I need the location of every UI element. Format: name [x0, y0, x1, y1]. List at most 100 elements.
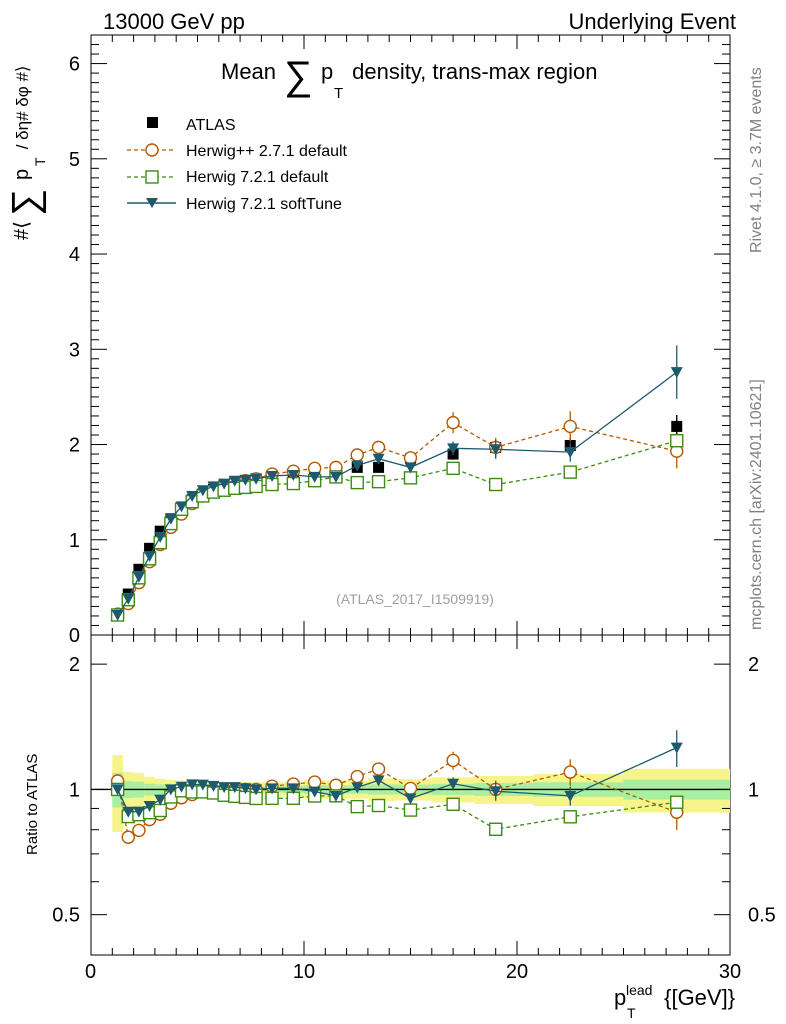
ratio-tick-label-right: 2 — [748, 654, 759, 676]
series-point — [351, 460, 364, 472]
series-point — [250, 473, 263, 485]
x-tick-label: 20 — [506, 961, 528, 983]
series-point — [266, 470, 279, 482]
series-point — [670, 367, 683, 379]
mcplots-label: mcplots.cern.ch [arXiv:2401.10621] — [748, 379, 765, 630]
series-point — [164, 513, 177, 525]
legend-marker-herwig7-softtune — [146, 198, 158, 208]
xlabel-unit: {[GeV]} — [658, 985, 735, 1010]
y-tick-label: 5 — [69, 149, 80, 171]
series-point — [218, 478, 231, 490]
series-point — [175, 501, 188, 513]
series-point — [371, 440, 386, 455]
legend-label-herwig7-default: Herwig 7.2.1 default — [186, 169, 329, 186]
ratio-tick-label-right: 0.5 — [748, 905, 776, 927]
ratio-tick-label-right: 1 — [748, 779, 759, 801]
ratio-point — [372, 775, 385, 787]
series-point — [403, 471, 418, 485]
series-point — [489, 477, 503, 492]
series-point — [154, 531, 167, 543]
ratio-point — [351, 782, 364, 794]
x-tick-label: 10 — [293, 961, 315, 983]
series-point — [350, 475, 364, 490]
ylabel-sum-symbol: ∑ — [5, 189, 47, 216]
series-point — [563, 419, 577, 434]
ratio-point — [563, 765, 577, 779]
atlas-point — [671, 420, 683, 432]
x-tick-label: 0 — [85, 961, 96, 983]
atlas-point — [133, 563, 145, 575]
series-point — [132, 571, 145, 583]
title-prefix: Mean — [221, 59, 276, 84]
atlas-point — [144, 542, 156, 554]
ratio-point — [250, 784, 263, 796]
series-point — [564, 447, 577, 459]
legend: ATLAS Herwig++ 2.7.1 default Herwig 7.2.… — [127, 117, 348, 213]
ratio-point — [228, 782, 241, 794]
header-right: Underlying Event — [568, 9, 736, 34]
y-tick-label: 6 — [69, 54, 80, 76]
title-p: p — [321, 59, 333, 84]
series-point — [403, 451, 418, 465]
ratio-point — [266, 783, 279, 795]
ratio-point — [371, 762, 386, 776]
series-point — [186, 490, 199, 502]
ratio-point — [446, 797, 460, 811]
atlas-point — [373, 461, 385, 473]
ratio-tick-label-left: 1 — [69, 779, 80, 801]
ratio-point — [132, 823, 146, 838]
rivet-label: Rivet 4.1.0, ≥ 3.7M events — [748, 67, 765, 253]
ratio-point — [403, 803, 418, 817]
ratio-point — [489, 786, 502, 798]
ratio-point — [489, 822, 503, 836]
ratio-point — [446, 753, 460, 768]
analysis-watermark: (ATLAS_2017_I1509919) — [336, 591, 494, 607]
legend-label-herwig7-softtune: Herwig 7.2.1 softTune — [186, 196, 342, 213]
ratio-point — [153, 803, 167, 818]
ratio-point — [564, 790, 577, 802]
y-axis-label: #⟨ ∑ p T / δη# δφ #⟩ — [5, 65, 48, 240]
y-tick-label: 1 — [69, 530, 80, 552]
ratio-point — [239, 783, 252, 795]
ratio-point — [350, 799, 364, 814]
ratio-point — [670, 742, 683, 754]
ratio-point — [207, 780, 220, 792]
series-point — [371, 474, 386, 489]
series-point — [287, 470, 300, 481]
title-suffix: density, trans-max region — [346, 59, 597, 84]
ratio-tick-label-left: 2 — [69, 654, 80, 676]
ratio-point — [196, 779, 209, 791]
ratio-point — [308, 786, 321, 798]
series-point — [489, 444, 502, 456]
series-point — [372, 453, 385, 465]
ratio-point — [307, 775, 322, 789]
ratio-point — [350, 769, 364, 784]
y-tick-label: 2 — [69, 435, 80, 457]
series-point — [563, 465, 577, 479]
series-line-0 — [117, 421, 677, 615]
ratio-point — [403, 781, 418, 796]
title-sub: T — [334, 85, 343, 102]
legend-marker-herwigpp — [145, 143, 159, 157]
ratio-point — [371, 798, 386, 813]
ratio-point — [563, 810, 577, 824]
header-left: 13000 GeV pp — [103, 9, 245, 34]
y-tick-label: 4 — [69, 244, 80, 266]
ratio-point — [132, 806, 145, 818]
series-point — [111, 610, 124, 621]
ratio-point — [143, 801, 156, 813]
legend-marker-atlas — [147, 117, 158, 128]
ratio-point — [111, 784, 124, 796]
series-point — [670, 434, 684, 448]
series-point — [196, 485, 209, 497]
series-point — [207, 481, 220, 493]
ratio-point — [122, 806, 135, 818]
legend-label-atlas: ATLAS — [186, 117, 236, 134]
chart-title: Mean ∑ p T density, trans-max region — [221, 54, 597, 102]
legend-label-herwigpp: Herwig++ 2.7.1 default — [186, 143, 348, 160]
ratio-y-label: Ratio to ATLAS — [24, 754, 41, 855]
ylabel-p: p — [11, 169, 33, 180]
series-point — [404, 462, 417, 474]
ratio-tick-label-left: 0.5 — [52, 905, 80, 927]
